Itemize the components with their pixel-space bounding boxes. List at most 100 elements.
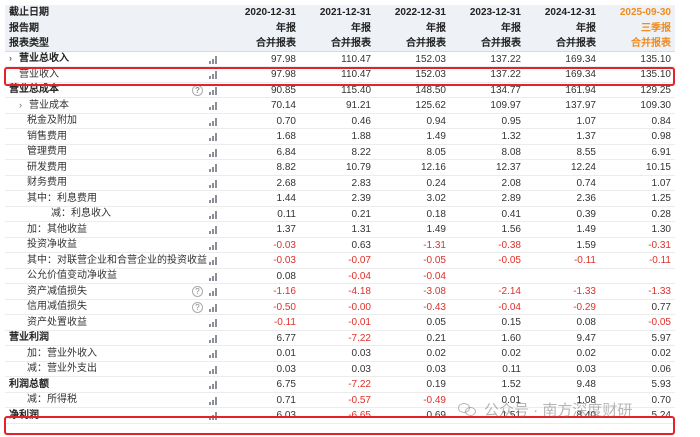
value-cell: -0.57 xyxy=(348,394,371,406)
value-cell: -1.16 xyxy=(273,286,296,297)
table-row[interactable]: 减：利息收入 0.11 0.21 0.18 0.41 0.39 0.28 xyxy=(5,207,675,222)
bar-chart-icon[interactable] xyxy=(209,148,219,157)
bar-chart-icon[interactable] xyxy=(209,303,219,312)
value-cell: -1.31 xyxy=(423,239,446,251)
value-cell: 135.10 xyxy=(640,53,671,65)
bar-chart-icon[interactable] xyxy=(209,194,219,203)
table-row[interactable]: › 营业总收入 97.98 110.47 152.03 137.22 169.34 135.1… xyxy=(5,52,675,67)
value-cell: 2.08 xyxy=(501,177,521,189)
table-row[interactable]: 营业利润 6.77 -7.22 0.21 1.60 9.47 5.97 xyxy=(5,331,675,346)
table-row[interactable]: 减：营业外支出 0.03 0.03 0.03 0.11 0.03 0.06 xyxy=(5,362,675,377)
table-row[interactable]: 销售费用 1.68 1.88 1.49 1.32 1.37 0.98 xyxy=(5,129,675,145)
bar-chart-icon[interactable] xyxy=(209,256,219,265)
question-circle-icon[interactable]: ? xyxy=(192,301,203,313)
value-cell: -0.38 xyxy=(498,239,521,251)
table-row[interactable]: 加：营业外收入 0.01 0.03 0.02 0.02 0.02 0.02 xyxy=(5,346,675,362)
table-row[interactable]: 资产减值损失? -1.16 -4.18 -3.08 -2.14 -1.33 -1.33 xyxy=(5,284,675,300)
table-row[interactable]: 营业总成本? 90.85 115.40 148.50 134.77 161.94 129.2… xyxy=(5,83,675,98)
bar-chart-icon[interactable] xyxy=(209,365,219,374)
table-row[interactable]: 信用减值损失? -0.50 -0.00 -0.43 -0.04 -0.29 0.77 xyxy=(5,300,675,315)
value-cell: 0.71 xyxy=(276,394,296,406)
bar-chart-icon[interactable] xyxy=(209,272,219,281)
value-cell: 1.37 xyxy=(276,224,296,235)
table-row[interactable]: 减：所得税 0.71 -0.57 -0.49 0.01 1.08 0.70 xyxy=(5,393,675,408)
value-cell: 8.08 xyxy=(501,146,521,158)
value-cell: 1.52 xyxy=(501,379,521,390)
header-cell: 2025-09-30 xyxy=(619,7,671,18)
table-row[interactable]: 利润总额 6.75 -7.22 0.19 1.52 9.48 5.93 xyxy=(5,377,675,393)
row-label-cell: 减：利息收入 xyxy=(5,207,225,222)
table-row[interactable]: 其中：对联营企业和合营企业的投资收益 -0.03 -0.07 -0.05 -0.05 -0… xyxy=(5,253,675,269)
value-cell: 110.47 xyxy=(341,53,371,65)
table-row[interactable]: 管理费用 6.84 8.22 8.05 8.08 8.55 6.91 xyxy=(5,145,675,160)
header-label: 报表类型 xyxy=(9,37,49,49)
bar-chart-icon[interactable] xyxy=(209,241,219,250)
chevron-right-icon[interactable]: › xyxy=(19,99,22,110)
table-row[interactable]: 资产处置收益 -0.11 -0.01 0.05 0.15 0.08 -0.05 xyxy=(5,315,675,331)
value-cell: -3.08 xyxy=(423,286,446,297)
row-label-cell: 其中：利息费用 xyxy=(5,191,225,206)
bar-chart-icon[interactable] xyxy=(209,210,219,219)
bar-chart-icon[interactable] xyxy=(209,132,219,141)
value-cell: 8.05 xyxy=(426,146,446,158)
value-cell: 1.59 xyxy=(576,239,596,251)
value-cell: 0.15 xyxy=(501,317,521,328)
chevron-right-icon[interactable]: › xyxy=(9,53,12,63)
row-label: 公允价值变动净收益 xyxy=(27,270,117,281)
bar-chart-icon[interactable] xyxy=(209,179,219,188)
value-cell: 137.97 xyxy=(565,100,596,111)
value-cell: 152.03 xyxy=(415,69,446,80)
row-label: 营业成本 xyxy=(29,99,69,111)
bar-chart-icon[interactable] xyxy=(209,349,219,358)
bar-chart-icon[interactable] xyxy=(209,101,219,110)
bar-chart-icon[interactable] xyxy=(209,334,219,343)
value-cell: 5.24 xyxy=(651,410,671,421)
value-cell: 12.24 xyxy=(570,162,596,173)
value-cell: 109.30 xyxy=(640,100,671,111)
value-cell: 2.36 xyxy=(576,193,596,204)
value-cell: 161.94 xyxy=(565,84,596,96)
value-cell: 6.91 xyxy=(651,146,671,158)
table-row[interactable]: › 营业成本 70.14 91.21 125.62 109.97 137.97 109.30 xyxy=(5,98,675,114)
value-cell xyxy=(525,269,600,284)
value-cell: 0.02 xyxy=(501,348,521,359)
row-label-cell: 研发费用 xyxy=(5,160,225,175)
value-cell: -7.22 xyxy=(348,332,371,344)
row-label: 营业总收入 xyxy=(19,53,69,64)
value-cell: 97.98 xyxy=(270,69,296,80)
bar-chart-icon[interactable] xyxy=(209,380,219,389)
header-cell: 年报 xyxy=(501,22,521,34)
bar-chart-icon[interactable] xyxy=(209,318,219,327)
value-cell: 0.70 xyxy=(276,115,296,127)
value-cell: 134.77 xyxy=(490,84,521,96)
highlight-box-net-profit xyxy=(4,416,675,435)
value-cell: 1.49 xyxy=(576,224,596,235)
table-row[interactable]: 加：其他收益 1.37 1.31 1.49 1.56 1.49 1.30 xyxy=(5,222,675,238)
bar-chart-icon[interactable] xyxy=(209,70,219,79)
table-row[interactable]: 投资净收益 -0.03 0.63 -1.31 -0.38 1.59 -0.31 xyxy=(5,238,675,253)
table-row[interactable]: 营业收入 97.98 110.47 152.03 137.22 169.34 135.10 xyxy=(5,67,675,83)
value-cell: -6.65 xyxy=(348,410,371,421)
row-label-cell: 减：所得税 xyxy=(5,393,225,408)
table-row[interactable]: 公允价值变动净收益 0.08 -0.04 -0.04 xyxy=(5,269,675,284)
value-cell: 137.22 xyxy=(490,69,521,80)
question-circle-icon[interactable]: ? xyxy=(192,84,203,96)
bar-chart-icon[interactable] xyxy=(209,225,219,234)
table-row[interactable]: 财务费用 2.68 2.83 0.24 2.08 0.74 1.07 xyxy=(5,176,675,191)
value-cell: 0.63 xyxy=(351,239,371,251)
bar-chart-icon[interactable] xyxy=(209,163,219,172)
question-circle-icon[interactable]: ? xyxy=(192,286,203,297)
bar-chart-icon[interactable] xyxy=(209,396,219,405)
bar-chart-icon[interactable] xyxy=(209,55,219,64)
bar-chart-icon[interactable] xyxy=(209,86,219,95)
value-cell: -0.05 xyxy=(498,255,521,266)
table-row[interactable]: 其中：利息费用 1.44 2.39 3.02 2.89 2.36 1.25 xyxy=(5,191,675,207)
value-cell: -0.11 xyxy=(273,317,296,328)
header-cell: 合并报表 xyxy=(481,38,521,49)
value-cell: 1.51 xyxy=(501,410,521,421)
table-row[interactable]: 税金及附加 0.70 0.46 0.94 0.95 1.07 0.84 xyxy=(5,114,675,129)
bar-chart-icon[interactable] xyxy=(209,117,219,126)
bar-chart-icon[interactable] xyxy=(209,287,219,296)
table-row[interactable]: 研发费用 8.82 10.79 12.16 12.37 12.24 10.15 xyxy=(5,160,675,176)
header-cell: 合并报表 xyxy=(556,38,596,49)
